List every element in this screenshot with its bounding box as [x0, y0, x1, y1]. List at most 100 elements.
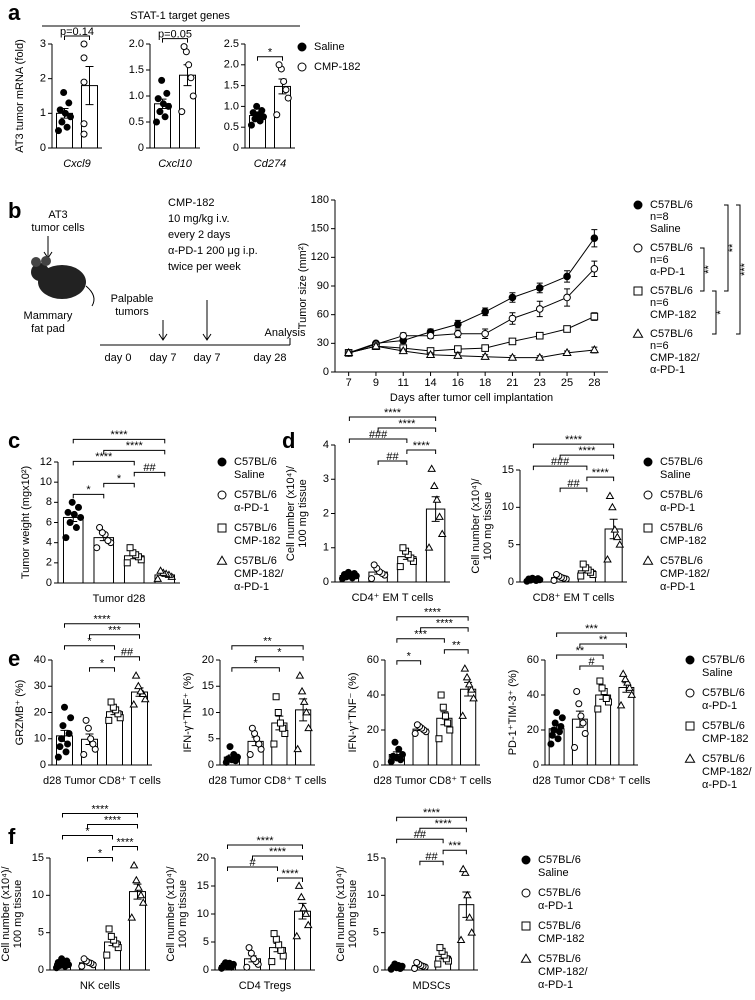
point: [464, 679, 474, 688]
y-tick-label: 4: [323, 439, 329, 451]
legend-marker: [520, 953, 532, 963]
point: [557, 723, 565, 730]
point: [550, 577, 558, 585]
point: [64, 508, 72, 516]
point: [82, 716, 90, 724]
y-tick-label: 3: [323, 473, 329, 485]
mouse-body: [38, 265, 86, 299]
mouse-head: [31, 263, 49, 281]
significance-bracket: [736, 204, 741, 335]
point: [437, 529, 447, 537]
significance-label: ****: [256, 835, 274, 847]
y-axis-label: AT3 tumor mRNA (fold): [14, 39, 26, 153]
significance-label: *: [268, 47, 273, 59]
y-axis-label: 100 mg tissue: [177, 880, 189, 948]
x-axis-label: CD4⁺ EM T cells: [352, 592, 434, 604]
legend-label: C57BL/6: [538, 854, 581, 866]
x-tick-label: 18: [479, 377, 491, 389]
y-tick-label: 1: [40, 107, 46, 119]
significance-bracket: [133, 471, 166, 477]
y-tick-label: 2.5: [224, 38, 239, 50]
significance-label: **: [263, 636, 272, 648]
point: [579, 719, 587, 727]
significance-bracket: [348, 416, 437, 421]
legend-label: n=8: [650, 211, 669, 223]
point: [270, 930, 278, 938]
point: [465, 913, 474, 921]
timeline-label: day 28: [253, 352, 286, 364]
y-tick-label: 5: [38, 927, 44, 939]
legend-marker: [217, 523, 227, 533]
point: [132, 875, 141, 884]
point: [161, 113, 169, 121]
significance-bracket: [377, 427, 437, 432]
point: [78, 962, 86, 970]
point: [163, 89, 171, 97]
significance-label: ****: [423, 807, 441, 819]
significance-label: ****: [413, 440, 431, 452]
significance-label: ****: [269, 846, 287, 858]
y-tick-label: 15: [502, 464, 514, 476]
y-tick-label: 1: [323, 542, 329, 554]
legend-label: α-PD-1: [234, 581, 269, 593]
legend-label: C57BL/6: [538, 920, 581, 932]
mouse-tail: [85, 285, 95, 307]
legend-label: α-PD-1: [650, 364, 685, 376]
analysis-label: Analysis: [265, 327, 306, 339]
point: [435, 735, 443, 743]
significance-bracket: [579, 643, 627, 648]
y-tick-label: 180: [311, 194, 329, 206]
significance-bracket: [277, 877, 303, 882]
point: [74, 503, 82, 511]
legend-label: C57BL/6: [650, 328, 693, 340]
significance-bracket: [559, 454, 615, 460]
point: [535, 331, 544, 340]
point: [72, 524, 80, 532]
point: [65, 99, 73, 107]
point: [413, 721, 421, 729]
point: [185, 61, 193, 69]
point: [134, 681, 143, 690]
significance-label: ##: [414, 829, 427, 841]
point: [301, 909, 311, 917]
y-tick-label: 20: [197, 852, 209, 864]
point: [581, 730, 589, 737]
x-axis-label: d28 Tumor CD8⁺ T cells: [209, 775, 327, 787]
point: [84, 724, 92, 732]
point: [427, 464, 436, 472]
point: [573, 688, 581, 695]
point: [424, 543, 434, 551]
treatment-label: 10 mg/kg i.v.: [168, 213, 230, 225]
x-axis-label: CD8⁺ EM T cells: [533, 592, 615, 604]
y-axis-label: Cell number (x10⁴)/: [285, 465, 297, 561]
point: [463, 890, 472, 899]
legend-marker: [521, 888, 531, 898]
point: [54, 753, 62, 761]
point: [105, 716, 113, 724]
point: [268, 958, 276, 966]
significance-bracket: [532, 443, 615, 449]
y-tick-label: 0: [38, 964, 44, 976]
point: [134, 883, 143, 891]
significance-label: ****: [281, 868, 299, 880]
significance-bracket: [396, 838, 444, 844]
treatment-label: CMP-182: [168, 197, 214, 209]
significance-label: *: [86, 484, 91, 496]
y-tick-label: 1.0: [224, 100, 239, 112]
x-tick-label: 7: [346, 377, 352, 389]
y-tick-label: 8: [46, 496, 52, 508]
y-axis-label: Cell number (x10⁴)/: [335, 865, 347, 961]
error-bar: [85, 66, 94, 106]
significance-label: ****: [436, 618, 454, 630]
x-tick-label: 14: [424, 377, 436, 389]
y-tick-label: 0: [508, 576, 514, 588]
point: [603, 554, 612, 563]
point: [429, 481, 439, 489]
point: [344, 568, 352, 576]
y-tick-label: 60: [527, 654, 539, 666]
x-tick-label: 9: [373, 377, 379, 389]
point: [370, 561, 378, 569]
point: [159, 100, 167, 108]
significance-bracket: [257, 56, 283, 61]
